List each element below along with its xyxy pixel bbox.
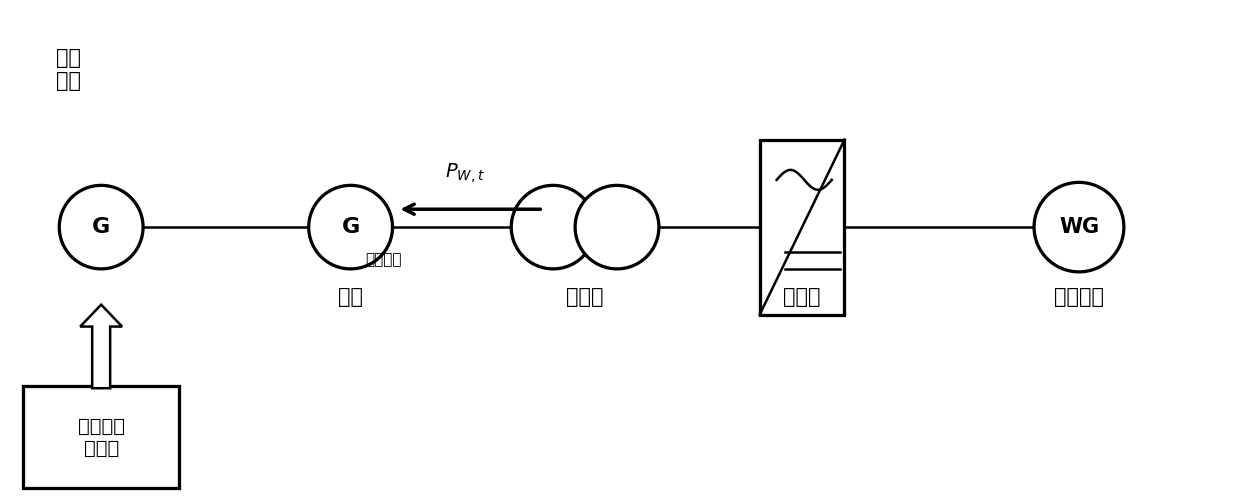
Text: WG: WG bbox=[1059, 217, 1099, 237]
Text: 变压器: 变压器 bbox=[567, 287, 604, 307]
Bar bbox=[760, 140, 844, 315]
FancyArrow shape bbox=[81, 305, 122, 388]
Text: 交流母线: 交流母线 bbox=[366, 252, 402, 267]
Text: G: G bbox=[92, 217, 110, 237]
Text: $P_{W,t}$: $P_{W,t}$ bbox=[445, 162, 485, 185]
Text: 模型调度
控制器: 模型调度 控制器 bbox=[78, 416, 125, 457]
Bar bbox=[24, 386, 179, 488]
Text: 风电机组: 风电机组 bbox=[1054, 287, 1104, 307]
Circle shape bbox=[1034, 182, 1123, 272]
Text: 电极
锅炉: 电极 锅炉 bbox=[56, 48, 82, 91]
Text: 变流器: 变流器 bbox=[782, 287, 821, 307]
Circle shape bbox=[575, 185, 658, 269]
Circle shape bbox=[511, 185, 595, 269]
Text: 电网: 电网 bbox=[339, 287, 363, 307]
Text: G: G bbox=[341, 217, 360, 237]
Circle shape bbox=[60, 185, 143, 269]
Circle shape bbox=[309, 185, 393, 269]
